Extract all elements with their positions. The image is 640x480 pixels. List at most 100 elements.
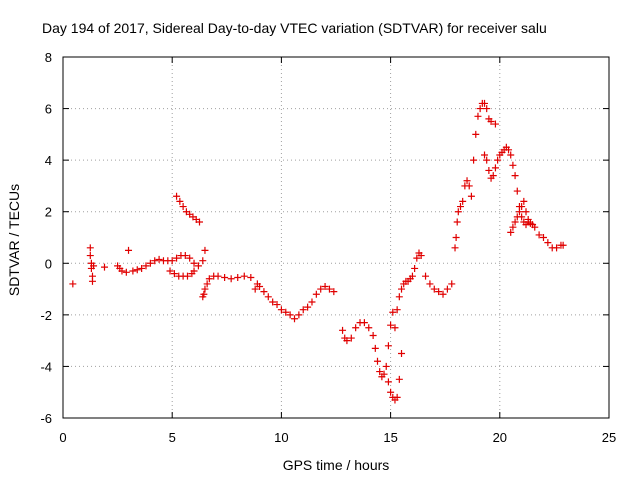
data-point (443, 285, 451, 293)
data-point (221, 273, 229, 281)
data-point (522, 208, 530, 216)
data-point (173, 254, 181, 262)
data-point (439, 290, 447, 298)
data-point (168, 257, 176, 265)
data-point (330, 288, 338, 296)
data-point (387, 388, 395, 396)
data-point (393, 393, 401, 401)
data-point (454, 208, 462, 216)
data-point (384, 378, 392, 386)
data-point (138, 264, 146, 272)
data-point (277, 306, 285, 314)
data-point (380, 370, 388, 378)
data-point (118, 267, 126, 275)
data-point (205, 275, 213, 283)
data-point (369, 331, 377, 339)
data-point (382, 362, 390, 370)
data-point (321, 282, 329, 290)
data-point (371, 344, 379, 352)
data-point (413, 254, 421, 262)
data-point (509, 161, 517, 169)
data-point (507, 151, 515, 159)
x-tick-label: 15 (383, 430, 397, 445)
data-point (408, 272, 416, 280)
data-point (453, 218, 461, 226)
data-point (183, 272, 191, 280)
data-point (411, 264, 419, 272)
data-point (491, 120, 499, 128)
data-point (317, 285, 325, 293)
data-point (465, 182, 473, 190)
data-point (509, 223, 517, 231)
data-point (491, 164, 499, 172)
data-point (505, 146, 513, 154)
data-point (531, 223, 539, 231)
data-point (476, 105, 484, 113)
data-point (190, 267, 198, 275)
data-point (304, 303, 312, 311)
data-point (86, 252, 94, 260)
data-point (170, 270, 178, 278)
data-point (234, 273, 242, 281)
data-point (487, 117, 495, 125)
data-point (201, 246, 209, 254)
data-point (181, 252, 189, 260)
data-point (347, 334, 355, 342)
data-point (260, 288, 268, 296)
data-point (511, 172, 519, 180)
data-point (308, 298, 316, 306)
x-tick-label: 20 (493, 430, 507, 445)
y-tick-label: 0 (45, 256, 52, 271)
data-point (203, 280, 211, 288)
data-point (391, 324, 399, 332)
data-point (360, 319, 368, 327)
data-point (373, 357, 381, 365)
data-point (282, 308, 290, 316)
data-point (515, 208, 523, 216)
data-point (395, 293, 403, 301)
data-point (264, 293, 272, 301)
data-point (295, 311, 303, 319)
data-point (365, 324, 373, 332)
data-point (269, 298, 277, 306)
data-point (435, 288, 443, 296)
data-point (387, 321, 395, 329)
data-point (395, 375, 403, 383)
data-point (398, 350, 406, 358)
data-points (69, 99, 567, 404)
data-point (535, 231, 543, 239)
data-point (481, 151, 489, 159)
data-point (247, 273, 255, 281)
data-point (291, 315, 299, 323)
data-point (472, 130, 480, 138)
data-point (339, 326, 347, 334)
x-tick-label: 5 (169, 430, 176, 445)
data-point (142, 262, 150, 270)
y-tick-label: 6 (45, 102, 52, 117)
x-tick-labels: 0 5 10 15 20 25 (59, 430, 616, 445)
data-point (179, 203, 187, 211)
data-point (459, 197, 467, 205)
data-point (352, 324, 360, 332)
data-point (196, 218, 203, 226)
axis-ticks (62, 56, 610, 419)
data-point (483, 105, 491, 113)
data-point (524, 215, 532, 223)
data-point (173, 192, 181, 200)
data-point (166, 267, 174, 275)
data-point (452, 234, 460, 241)
data-point (398, 285, 406, 293)
data-point (251, 285, 259, 293)
chart-title: Day 194 of 2017, Sidereal Day-to-day VTE… (42, 20, 547, 36)
x-tick-label: 0 (59, 430, 66, 445)
data-point (176, 197, 184, 205)
data-point (485, 166, 493, 174)
y-tick-label: 8 (45, 50, 52, 65)
y-tick-label: -6 (40, 411, 52, 426)
data-point (214, 272, 222, 280)
data-point (227, 275, 235, 283)
plot-frame (62, 56, 610, 419)
data-point (273, 301, 281, 309)
data-point (430, 285, 438, 293)
data-point (463, 177, 471, 185)
